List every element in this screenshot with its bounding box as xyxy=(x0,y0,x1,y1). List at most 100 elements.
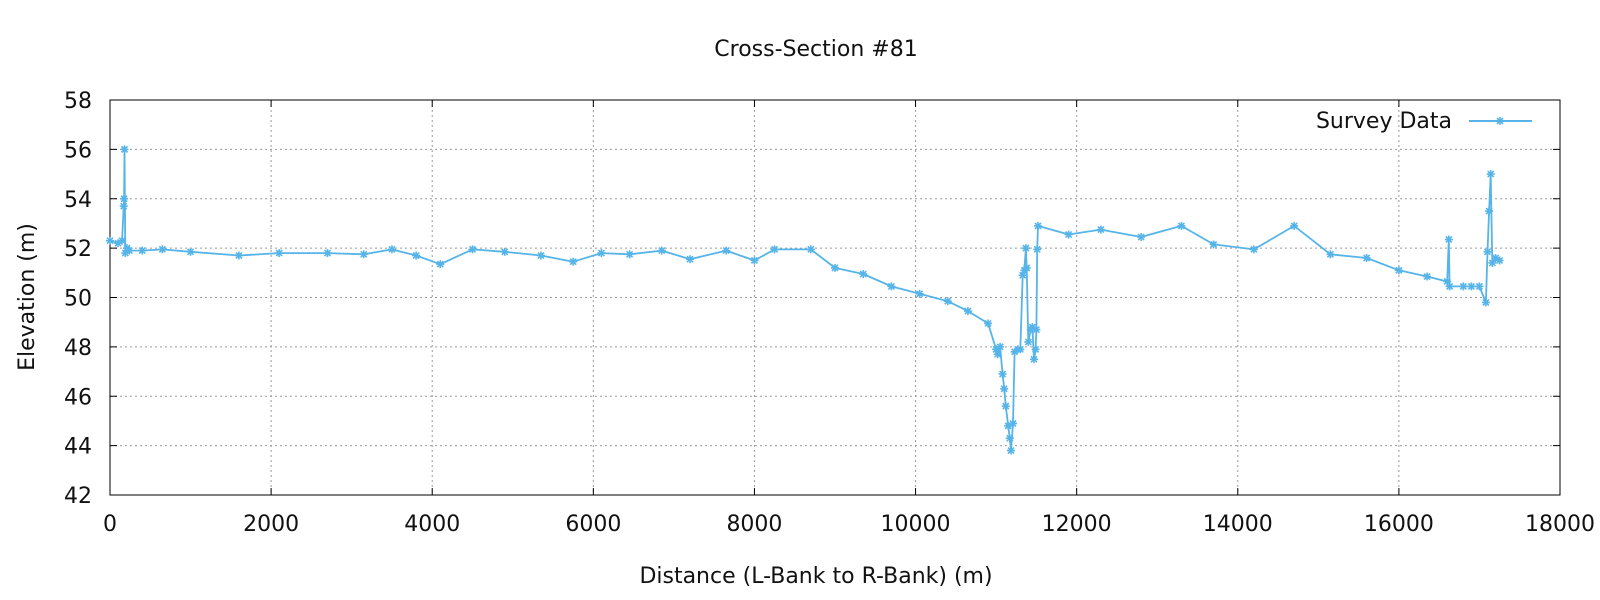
data-point xyxy=(359,250,368,259)
y-axis-label: Elevation (m) xyxy=(15,223,40,371)
data-point xyxy=(106,236,114,245)
data-point xyxy=(686,255,694,264)
series-line xyxy=(109,148,1501,452)
data-point xyxy=(1209,240,1218,249)
data-point xyxy=(1459,282,1468,291)
data-point xyxy=(657,246,666,255)
data-point xyxy=(1009,419,1018,428)
data-point xyxy=(750,256,759,265)
y-tick-label: 48 xyxy=(64,336,92,361)
x-tick-label: 18000 xyxy=(1525,512,1595,537)
data-point xyxy=(1029,355,1038,364)
data-point xyxy=(436,260,445,269)
data-point xyxy=(158,245,167,254)
data-point xyxy=(234,251,243,260)
data-point xyxy=(1005,434,1014,443)
data-point xyxy=(859,270,868,279)
data-point xyxy=(1137,233,1146,242)
x-axis-ticks: 0 2000 4000 6000 8000 10000 12000 14000 16000 180… xyxy=(103,100,1595,537)
x-tick-label: 0 xyxy=(103,512,117,537)
data-point xyxy=(1177,221,1186,230)
data-point xyxy=(1022,263,1031,272)
data-point xyxy=(138,246,147,255)
y-axis-ticks: 42 44 46 48 50 52 54 56 58 xyxy=(64,89,1560,509)
data-point xyxy=(412,251,421,260)
y-tick-label: 46 xyxy=(64,385,92,410)
data-point xyxy=(125,246,134,255)
y-tick-label: 52 xyxy=(64,237,92,262)
data-point xyxy=(1032,325,1041,334)
data-point xyxy=(963,307,972,316)
data-point xyxy=(1007,446,1016,455)
data-point xyxy=(387,245,396,254)
data-point xyxy=(1394,266,1403,275)
data-point xyxy=(1016,345,1025,354)
data-point xyxy=(500,247,509,256)
data-point xyxy=(915,289,924,298)
data-point xyxy=(770,245,779,254)
data-point xyxy=(1033,245,1042,254)
data-point xyxy=(119,202,128,211)
grid-lines xyxy=(110,100,1560,495)
y-tick-label: 44 xyxy=(64,435,92,460)
data-point xyxy=(722,246,731,255)
data-point xyxy=(984,319,993,328)
data-point xyxy=(1445,282,1454,291)
x-tick-label: 10000 xyxy=(881,512,951,537)
data-point xyxy=(1362,254,1371,262)
x-tick-label: 2000 xyxy=(243,512,299,537)
data-point xyxy=(1096,225,1105,234)
data-point xyxy=(569,257,578,266)
data-point xyxy=(887,282,896,291)
data-point xyxy=(806,245,815,254)
y-tick-label: 42 xyxy=(64,484,92,509)
data-point xyxy=(998,370,1007,379)
data-point xyxy=(1021,244,1030,253)
data-point xyxy=(536,251,545,260)
y-tick-label: 54 xyxy=(64,188,92,213)
data-point xyxy=(1483,247,1492,256)
data-point xyxy=(468,245,477,254)
x-tick-label: 6000 xyxy=(565,512,621,537)
data-point xyxy=(120,194,129,203)
data-point xyxy=(943,297,952,306)
data-point xyxy=(996,342,1005,351)
legend-marker-icon xyxy=(1496,117,1504,125)
x-tick-label: 4000 xyxy=(404,512,460,537)
chart-title: Cross-Section #81 xyxy=(714,37,917,62)
data-point xyxy=(1467,282,1476,291)
data-point xyxy=(1249,245,1258,254)
y-tick-label: 56 xyxy=(64,138,92,163)
data-point xyxy=(1290,221,1299,230)
x-axis-label: Distance (L-Bank to R-Bank) (m) xyxy=(639,564,992,589)
data-point xyxy=(993,350,1002,359)
data-point xyxy=(597,249,606,258)
data-point xyxy=(323,249,332,258)
data-point xyxy=(1481,298,1490,307)
data-point xyxy=(1495,256,1504,265)
data-point xyxy=(625,250,634,259)
data-point xyxy=(1000,384,1009,393)
x-tick-label: 8000 xyxy=(726,512,782,537)
legend-entry-survey-data: Survey Data xyxy=(1316,109,1452,134)
legend: Survey Data xyxy=(1316,109,1532,134)
data-point xyxy=(831,263,839,272)
data-point xyxy=(1444,235,1453,244)
data-point xyxy=(1031,345,1040,354)
series-survey-data xyxy=(106,145,1504,455)
data-point xyxy=(186,247,195,256)
data-point xyxy=(1034,221,1042,230)
data-point xyxy=(1326,250,1335,259)
data-point xyxy=(118,236,127,245)
data-point xyxy=(1486,170,1495,179)
y-tick-label: 58 xyxy=(64,89,92,114)
y-tick-label: 50 xyxy=(64,287,92,312)
data-point xyxy=(1423,272,1432,281)
data-point xyxy=(1064,230,1073,239)
data-point xyxy=(1475,282,1484,291)
x-tick-label: 14000 xyxy=(1203,512,1273,537)
data-point xyxy=(275,249,284,258)
data-point xyxy=(1024,337,1033,346)
x-tick-label: 16000 xyxy=(1364,512,1434,537)
data-point xyxy=(1485,207,1494,216)
